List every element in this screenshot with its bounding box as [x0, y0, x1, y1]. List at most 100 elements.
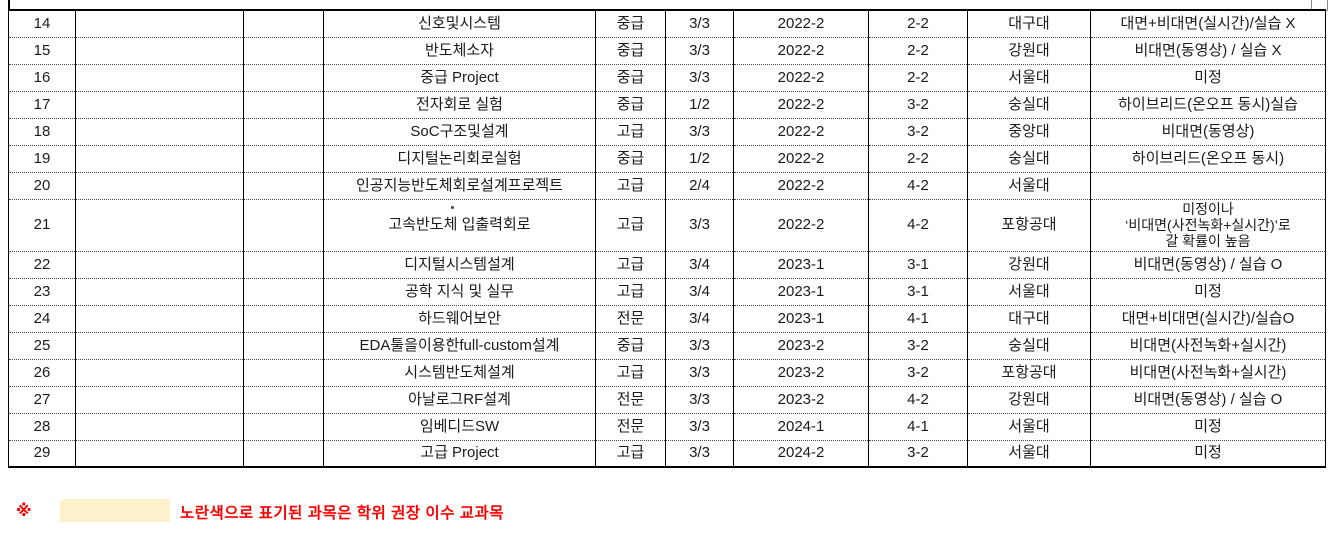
cell-row-number[interactable]: 23	[8, 278, 76, 306]
cell-row-number[interactable]: 16	[8, 64, 76, 92]
cell-university[interactable]: 숭실대	[967, 145, 1091, 173]
cell-course-name[interactable]: 공학 지식 및 실무	[323, 278, 596, 306]
cell-grade-semester[interactable]: 3-2	[868, 118, 968, 146]
cell-semester[interactable]: 2022-2	[733, 145, 869, 173]
cell-university[interactable]: 서울대	[967, 413, 1091, 441]
cell-row-number[interactable]: 28	[8, 413, 76, 441]
cell-row-number[interactable]: 26	[8, 359, 76, 387]
cell-semester[interactable]: 2023-1	[733, 251, 869, 279]
cell-university[interactable]: 대구대	[967, 305, 1091, 333]
cell-course-name[interactable]: 반도체소자	[323, 37, 596, 65]
cell-level[interactable]: 고급	[595, 440, 666, 467]
cell-level[interactable]: 고급	[595, 199, 666, 252]
cell-credits[interactable]: 3/3	[665, 413, 734, 441]
cell-blank-a[interactable]	[75, 10, 244, 38]
cell-blank-b[interactable]	[243, 172, 324, 200]
cell-credits[interactable]: 3/4	[665, 305, 734, 333]
cell-blank-a[interactable]	[75, 199, 244, 252]
cell-method[interactable]: 대면+비대면(실시간)/실습 X	[1090, 10, 1326, 38]
cell-method[interactable]: 비대면(사전녹화+실시간)	[1090, 359, 1326, 387]
cell-semester[interactable]: 2022-2	[733, 64, 869, 92]
cell-university[interactable]: 포항공대	[967, 359, 1091, 387]
cell-method[interactable]: 하이브리드(온오프 동시)실습	[1090, 91, 1326, 119]
cell-level[interactable]: 중급	[595, 332, 666, 360]
cell-course-name[interactable]: 고속반도체 입출력회로	[323, 199, 596, 252]
cell-method[interactable]: 미정	[1090, 278, 1326, 306]
cell-course-name[interactable]: 시스템반도체설계	[323, 359, 596, 387]
cell-row-number[interactable]: 21	[8, 199, 76, 252]
yellow-legend-swatch[interactable]	[60, 499, 170, 522]
cell-level[interactable]: 중급	[595, 37, 666, 65]
cell-university[interactable]: 포항공대	[967, 199, 1091, 252]
cell-row-number[interactable]: 25	[8, 332, 76, 360]
cell-blank-a[interactable]	[75, 305, 244, 333]
cell-credits[interactable]: 2/4	[665, 172, 734, 200]
cell-university[interactable]: 서울대	[967, 440, 1091, 467]
cell-method[interactable]: 미정이나 ‘비대면(사전녹화+실시간)’로 갈 확률이 높음	[1090, 199, 1326, 252]
cell-university[interactable]: 대구대	[967, 10, 1091, 38]
cell-row-number[interactable]: 24	[8, 305, 76, 333]
cell-semester[interactable]: 2022-2	[733, 10, 869, 38]
cell-semester[interactable]: 2023-1	[733, 305, 869, 333]
cell-row-number[interactable]: 22	[8, 251, 76, 279]
cell-row-number[interactable]: 29	[8, 440, 76, 467]
cell-university[interactable]: 강원대	[967, 386, 1091, 414]
cell-row-number[interactable]: 19	[8, 145, 76, 173]
cell-method[interactable]: 대면+비대면(실시간)/실습O	[1090, 305, 1326, 333]
cell-university[interactable]: 서울대	[967, 172, 1091, 200]
cell-level[interactable]: 전문	[595, 386, 666, 414]
cell-blank-b[interactable]	[243, 251, 324, 279]
cell-row-number[interactable]: 14	[8, 10, 76, 38]
cell-grade-semester[interactable]: 2-2	[868, 10, 968, 38]
cell-blank-b[interactable]	[243, 118, 324, 146]
cell-level[interactable]: 고급	[595, 118, 666, 146]
cell-row-number[interactable]: 17	[8, 91, 76, 119]
cell-method[interactable]: 비대면(사전녹화+실시간)	[1090, 332, 1326, 360]
cell-method[interactable]: 하이브리드(온오프 동시)	[1090, 145, 1326, 173]
cell-grade-semester[interactable]: 4-1	[868, 413, 968, 441]
cell-method[interactable]	[1090, 172, 1326, 200]
cell-course-name[interactable]: 디지털논리회로실험	[323, 145, 596, 173]
cell-university[interactable]: 서울대	[967, 278, 1091, 306]
cell-credits[interactable]: 3/3	[665, 64, 734, 92]
cell-course-name[interactable]: 중급 Project	[323, 64, 596, 92]
cell-level[interactable]: 고급	[595, 172, 666, 200]
cell-semester[interactable]: 2022-2	[733, 91, 869, 119]
cell-row-number[interactable]: 18	[8, 118, 76, 146]
cell-course-name[interactable]: 인공지능반도체회로설계프로젝트	[323, 172, 596, 200]
cell-grade-semester[interactable]: 2-2	[868, 64, 968, 92]
cell-level[interactable]: 중급	[595, 10, 666, 38]
cell-university[interactable]: 서울대	[967, 64, 1091, 92]
cell-blank-b[interactable]	[243, 199, 324, 252]
cell-grade-semester[interactable]: 3-2	[868, 359, 968, 387]
cell-credits[interactable]: 1/2	[665, 91, 734, 119]
cell-semester[interactable]: 2024-2	[733, 440, 869, 467]
cell-blank-a[interactable]	[75, 332, 244, 360]
cell-blank-a[interactable]	[75, 37, 244, 65]
cell-credits[interactable]: 3/3	[665, 359, 734, 387]
cell-grade-semester[interactable]: 3-1	[868, 251, 968, 279]
cell-blank-a[interactable]	[75, 118, 244, 146]
cell-university[interactable]: 중앙대	[967, 118, 1091, 146]
cell-grade-semester[interactable]: 3-2	[868, 440, 968, 467]
cell-semester[interactable]: 2022-2	[733, 172, 869, 200]
cell-university[interactable]: 숭실대	[967, 91, 1091, 119]
cell-grade-semester[interactable]: 3-1	[868, 278, 968, 306]
cell-course-name[interactable]: SoC구조및설계	[323, 118, 596, 146]
cell-method[interactable]: 미정	[1090, 413, 1326, 441]
cell-credits[interactable]: 1/2	[665, 145, 734, 173]
cell-blank-b[interactable]	[243, 145, 324, 173]
cell-blank-a[interactable]	[75, 359, 244, 387]
cell-credits[interactable]: 3/4	[665, 278, 734, 306]
cell-blank-b[interactable]	[243, 413, 324, 441]
cell-blank-a[interactable]	[75, 145, 244, 173]
cell-course-name[interactable]: 디지털시스템설계	[323, 251, 596, 279]
cell-blank-b[interactable]	[243, 10, 324, 38]
cell-blank-a[interactable]	[75, 440, 244, 467]
cell-credits[interactable]: 3/3	[665, 118, 734, 146]
cell-blank-b[interactable]	[243, 386, 324, 414]
cell-blank-a[interactable]	[75, 413, 244, 441]
cell-grade-semester[interactable]: 2-2	[868, 37, 968, 65]
cell-university[interactable]: 숭실대	[967, 332, 1091, 360]
cell-blank-b[interactable]	[243, 278, 324, 306]
